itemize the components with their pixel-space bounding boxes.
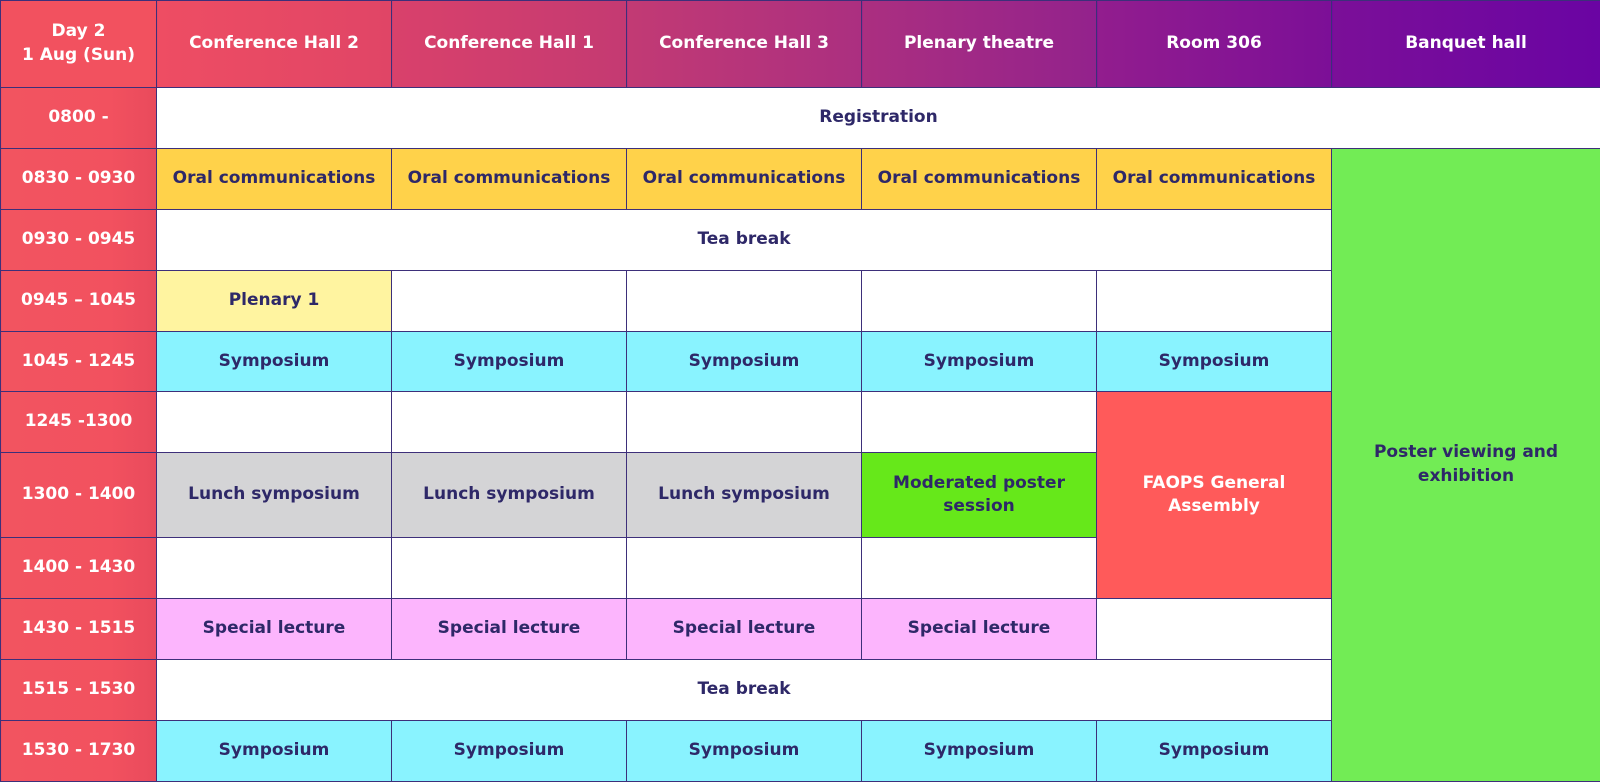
special-lecture-cell: Special lecture [156, 598, 392, 661]
symposium-cell: Symposium [626, 720, 862, 782]
oral-communications-cell: Oral communications [391, 148, 627, 210]
time-slot: 0830 - 0930 [0, 148, 157, 210]
empty-cell [156, 537, 392, 600]
time-slot: 1515 - 1530 [0, 659, 157, 721]
registration-cell: Registration [156, 87, 1600, 150]
symposium-cell: Symposium [391, 330, 627, 393]
schedule-row: 0930 - 0945 Tea break [0, 208, 1600, 271]
symposium-cell: Symposium [861, 330, 1097, 393]
empty-cell [861, 537, 1097, 600]
schedule-row: 1400 - 1430 [0, 537, 1600, 600]
time-slot: 1245 -1300 [0, 391, 157, 454]
empty-cell [626, 269, 862, 332]
tea-break-cell: Tea break [156, 659, 1332, 721]
lunch-symposium-cell: Lunch symposium [156, 452, 392, 539]
time-slot: 0800 - [0, 87, 157, 150]
symposium-cell: Symposium [391, 720, 627, 782]
header-row: Day 2 1 Aug (Sun) Conference Hall 2 Conf… [0, 0, 1600, 89]
oral-communications-cell: Oral communications [861, 148, 1097, 210]
symposium-cell: Symposium [156, 720, 392, 782]
special-lecture-cell: Special lecture [861, 598, 1097, 661]
schedule-row: 1300 - 1400 Lunch symposium Lunch sympos… [0, 452, 1600, 539]
oral-communications-cell: Oral communications [1096, 148, 1332, 210]
special-lecture-cell: Special lecture [391, 598, 627, 661]
special-lecture-cell: Special lecture [626, 598, 862, 661]
venue-header: Banquet hall [1331, 0, 1600, 89]
time-slot: 1300 - 1400 [0, 452, 157, 539]
symposium-cell: Symposium [626, 330, 862, 393]
empty-cell [626, 391, 862, 454]
schedule-row: 0945 – 1045 Plenary 1 [0, 269, 1600, 332]
empty-cell [156, 391, 392, 454]
schedule-row: 0830 - 0930 Oral communications Oral com… [0, 148, 1600, 782]
day-date: 1 Aug (Sun) [21, 45, 136, 66]
empty-cell [626, 537, 862, 600]
schedule-row: 0800 - Registration [0, 87, 1600, 150]
day-label: Day 2 1 Aug (Sun) [0, 0, 157, 89]
time-slot: 1430 - 1515 [0, 598, 157, 661]
plenary-cell: Plenary 1 [156, 269, 392, 332]
empty-cell [1096, 269, 1332, 332]
empty-cell [391, 269, 627, 332]
venue-header: Conference Hall 1 [391, 0, 627, 89]
symposium-cell: Symposium [1096, 720, 1332, 782]
schedule-row: 1530 - 1730 Symposium Symposium Symposiu… [0, 720, 1600, 782]
schedule-row: 1045 - 1245 Symposium Symposium Symposiu… [0, 330, 1600, 393]
empty-cell [391, 391, 627, 454]
symposium-cell: Symposium [861, 720, 1097, 782]
schedule-row: 1430 - 1515 Special lecture Special lect… [0, 598, 1600, 661]
faops-general-assembly-cell: FAOPS General Assembly [1096, 391, 1332, 600]
time-slot: 1530 - 1730 [0, 720, 157, 782]
day-number: Day 2 [51, 21, 106, 42]
venue-header: Room 306 [1096, 0, 1332, 89]
time-slot: 0930 - 0945 [0, 208, 157, 271]
moderated-poster-cell: Moderated poster session [861, 452, 1097, 539]
schedule-row: 1245 -1300 FAOPS General Assembly [0, 391, 1600, 600]
empty-cell [861, 391, 1097, 454]
empty-cell [391, 537, 627, 600]
symposium-cell: Symposium [156, 330, 392, 393]
lunch-symposium-cell: Lunch symposium [626, 452, 862, 539]
empty-cell [861, 269, 1097, 332]
venue-header: Conference Hall 2 [156, 0, 392, 89]
oral-communications-cell: Oral communications [156, 148, 392, 210]
symposium-cell: Symposium [1096, 330, 1332, 393]
empty-cell [1096, 598, 1332, 661]
time-slot: 1400 - 1430 [0, 537, 157, 600]
time-slot: 0945 – 1045 [0, 269, 157, 332]
venue-header: Plenary theatre [861, 0, 1097, 89]
time-slot: 1045 - 1245 [0, 330, 157, 393]
lunch-symposium-cell: Lunch symposium [391, 452, 627, 539]
poster-viewing-cell: Poster viewing and exhibition [1331, 148, 1600, 782]
schedule-row: 1515 - 1530 Tea break [0, 659, 1600, 721]
tea-break-cell: Tea break [156, 208, 1332, 271]
oral-communications-cell: Oral communications [626, 148, 862, 210]
venue-header: Conference Hall 3 [626, 0, 862, 89]
